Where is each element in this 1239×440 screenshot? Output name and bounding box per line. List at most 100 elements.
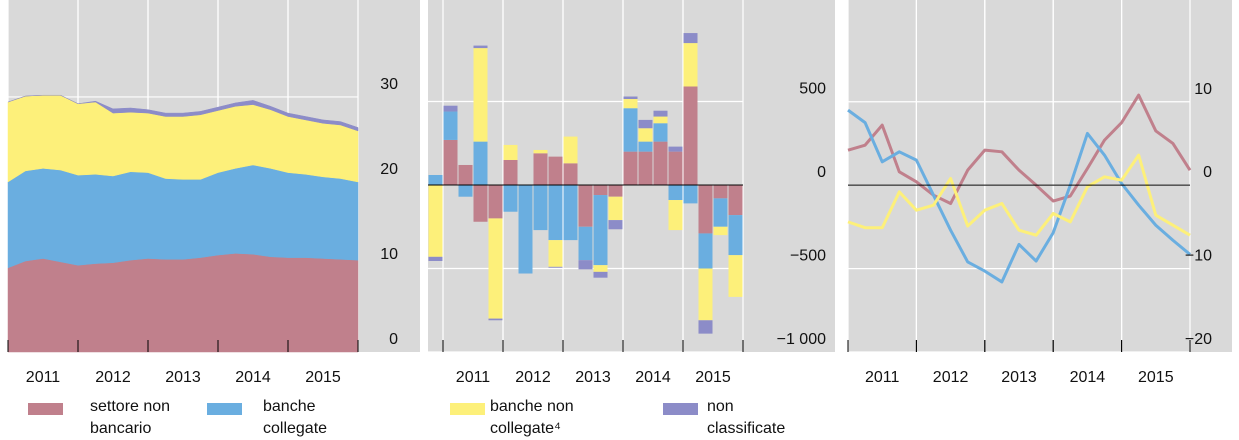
bar-segment (593, 265, 608, 272)
bar-segment (728, 185, 743, 216)
bar-segment (683, 33, 698, 44)
bar-segment (668, 151, 683, 186)
legend-label: settore non bancario (90, 398, 171, 437)
bar-segment (518, 185, 533, 274)
area (7, 253, 359, 353)
bar-segment (503, 185, 518, 212)
bar-segment (638, 128, 653, 142)
legend-swatch (28, 403, 63, 415)
bar-segment (623, 96, 638, 100)
legend-label: non classificate (707, 398, 786, 437)
bar-segment (548, 240, 563, 267)
bar-segment (668, 146, 683, 152)
bar-segment (593, 271, 608, 278)
bar-segment (443, 105, 458, 112)
bar-segment (473, 185, 488, 222)
bar-segment (698, 320, 713, 334)
bar-segment (653, 141, 668, 186)
legend-label: banche collegate (263, 398, 328, 437)
x-tick-label: 2014 (635, 369, 671, 386)
bar-segment (638, 119, 653, 129)
bar-segment (533, 153, 548, 186)
x-tick-label: 2015 (1138, 369, 1174, 386)
line (847, 108, 1191, 284)
bar-segment (458, 164, 473, 186)
y-tick-label: 20 (380, 161, 398, 178)
bar-segment (503, 144, 518, 160)
bar-segment (698, 185, 713, 234)
bar-segment (488, 185, 503, 219)
bar-segment (713, 198, 728, 227)
bar-segment (578, 260, 593, 270)
bar-segment (608, 220, 623, 230)
x-tick-label: 2013 (1001, 369, 1037, 386)
bar-segment (728, 215, 743, 256)
bar-segment (428, 174, 443, 186)
x-tick-label: 2011 (865, 369, 900, 386)
bar-segment (623, 151, 638, 186)
x-tick-label: 2012 (515, 369, 551, 386)
axes: −20 −10 0 10 2011 2012 2013 2014 2015 (847, 81, 1212, 386)
bar-segment (443, 139, 458, 186)
bar-segment (503, 159, 518, 186)
bar-segment (653, 110, 668, 117)
legend-swatch (450, 403, 485, 415)
bar-segment (638, 141, 653, 152)
bar-segment (713, 226, 728, 236)
bar-segment (683, 86, 698, 186)
y-tick-label: 10 (380, 246, 398, 263)
y-tick-label: 0 (817, 164, 826, 181)
bar-segment (683, 43, 698, 87)
bar-segment (488, 218, 503, 319)
x-tick-label: 2014 (1070, 369, 1106, 386)
bar-segment (623, 99, 638, 109)
bar-segment (593, 195, 608, 266)
legend-swatch (663, 403, 698, 415)
bar-segment (578, 226, 593, 261)
x-tick-label: 2013 (165, 369, 201, 386)
area (7, 164, 359, 269)
legend-swatch (207, 403, 242, 415)
y-tick-label: 0 (389, 331, 398, 348)
axes: 0 10 20 30 2011 2012 2013 2014 2015 (7, 76, 398, 386)
y-tick-label: −1 000 (777, 331, 826, 348)
bar-segment (563, 163, 578, 186)
bar-segment (458, 185, 473, 197)
bar-segment (473, 45, 488, 49)
line (847, 153, 1191, 237)
bar-segment (728, 255, 743, 297)
bar-segment (473, 48, 488, 142)
bar-segment (563, 185, 578, 241)
x-tick-label: 2015 (695, 369, 731, 386)
y-tick-label: 10 (1194, 81, 1212, 98)
x-tick-label: 2011 (26, 369, 61, 386)
bar-segment (608, 185, 623, 197)
axes: −1 000 −500 0 500 2011 2012 2013 2014 2015 (428, 81, 826, 386)
plot-background (848, 0, 1232, 352)
x-tick-label: 2013 (575, 369, 611, 386)
bar-segment (548, 156, 563, 186)
bar-segment (593, 185, 608, 196)
x-tick-label: 2015 (305, 369, 341, 386)
data (7, 94, 359, 353)
bar-segment (578, 185, 593, 227)
bar-segment (428, 185, 443, 257)
data (428, 33, 743, 334)
x-tick-label: 2012 (933, 369, 969, 386)
y-tick-label: 500 (799, 81, 826, 98)
line (847, 93, 1192, 206)
y-tick-label: 30 (380, 76, 398, 93)
area (7, 94, 359, 132)
y-tick-label: −500 (790, 248, 826, 265)
x-tick-label: 2012 (95, 369, 131, 386)
bar-segment (428, 256, 443, 261)
legend-label: banche non collegate⁴ (490, 398, 574, 437)
bar-segment (548, 185, 563, 241)
bar-segment (533, 185, 548, 231)
bar-segment (653, 116, 668, 124)
bar-segment (608, 196, 623, 221)
bar-segment (473, 141, 488, 186)
bar-segment (683, 185, 698, 204)
y-tick-label: −20 (1185, 331, 1212, 348)
